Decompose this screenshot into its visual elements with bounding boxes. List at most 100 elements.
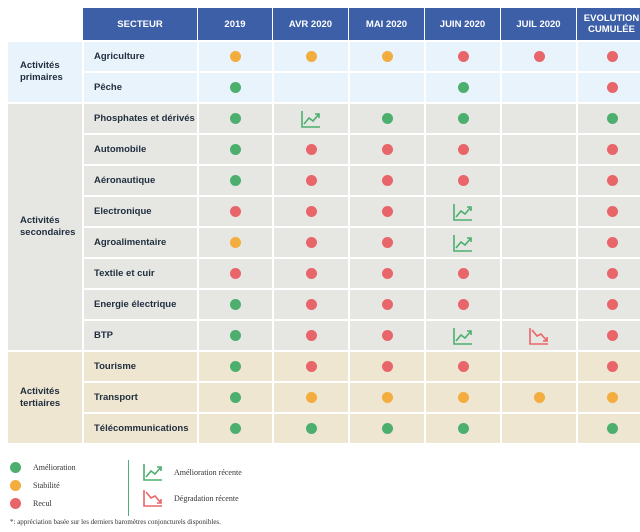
status-cell bbox=[424, 381, 500, 412]
status-cell bbox=[500, 350, 576, 381]
red-dot-icon bbox=[305, 206, 317, 217]
red-dot-icon bbox=[606, 51, 618, 62]
orange-dot-icon bbox=[533, 392, 545, 403]
trend-down-icon bbox=[529, 327, 548, 345]
green-dot-icon bbox=[606, 113, 618, 124]
status-cell bbox=[272, 288, 348, 319]
legend-divider bbox=[128, 460, 129, 516]
green-dot-icon bbox=[230, 144, 241, 155]
status-cell bbox=[500, 319, 576, 350]
sector-table: SECTEUR 2019 AVR 2020 MAI 2020 JUIN 2020 JUIL… bbox=[8, 8, 640, 474]
green-dot-icon bbox=[457, 82, 469, 93]
status-cell bbox=[348, 319, 424, 350]
status-cell bbox=[424, 102, 500, 133]
status-cell bbox=[576, 71, 640, 102]
red-dot-icon bbox=[457, 361, 469, 372]
status-cell bbox=[500, 195, 576, 226]
green-dot-icon bbox=[305, 423, 317, 434]
status-cell bbox=[272, 319, 348, 350]
red-dot-icon bbox=[606, 175, 618, 186]
status-cell bbox=[576, 257, 640, 288]
legend-improve-label: Amélioration bbox=[33, 463, 76, 472]
orange-dot-icon bbox=[381, 51, 393, 62]
red-dot-icon bbox=[606, 268, 618, 279]
status-cell bbox=[197, 257, 272, 288]
green-dot-icon bbox=[230, 392, 241, 403]
status-cell bbox=[500, 257, 576, 288]
red-dot-icon bbox=[606, 206, 618, 217]
status-cell bbox=[348, 381, 424, 412]
status-cell bbox=[576, 195, 640, 226]
red-dot-icon bbox=[305, 237, 317, 248]
header-blank bbox=[8, 8, 82, 40]
green-dot-icon bbox=[381, 113, 393, 124]
legend-recent-up: Amélioration récente bbox=[142, 462, 242, 482]
status-cell bbox=[197, 195, 272, 226]
green-dot-icon bbox=[457, 113, 469, 124]
status-cell bbox=[197, 226, 272, 257]
red-dot-icon bbox=[457, 175, 469, 186]
header-period: JUIN 2020 bbox=[424, 8, 500, 40]
header-period: EVOLUTION CUMULÉE bbox=[576, 8, 640, 40]
legend-decline: Recul bbox=[10, 498, 52, 509]
status-cell bbox=[197, 40, 272, 71]
status-cell bbox=[500, 381, 576, 412]
status-cell bbox=[576, 381, 640, 412]
green-dot-icon bbox=[457, 423, 469, 434]
legend: Amélioration Stabilité Recul Amélioratio… bbox=[10, 458, 630, 528]
red-dot-icon bbox=[457, 268, 469, 279]
status-cell bbox=[500, 164, 576, 195]
sector-name: Energie électrique bbox=[82, 288, 197, 319]
status-cell bbox=[500, 71, 576, 102]
sector-name: Agriculture bbox=[82, 40, 197, 71]
red-dot-icon bbox=[305, 299, 317, 310]
sector-name: Agroalimentaire bbox=[82, 226, 197, 257]
header-period: JUIL 2020 bbox=[500, 8, 576, 40]
orange-dot-icon bbox=[230, 237, 241, 248]
green-dot-icon bbox=[230, 82, 241, 93]
status-cell bbox=[197, 319, 272, 350]
header-sector: SECTEUR bbox=[82, 8, 197, 40]
status-cell bbox=[197, 350, 272, 381]
status-cell bbox=[272, 195, 348, 226]
status-cell bbox=[576, 350, 640, 381]
red-dot-icon bbox=[457, 299, 469, 310]
status-cell bbox=[500, 288, 576, 319]
status-cell bbox=[500, 412, 576, 443]
header-period: 2019 bbox=[197, 8, 272, 40]
legend-stable: Stabilité bbox=[10, 480, 60, 491]
status-cell bbox=[272, 102, 348, 133]
sector-name: Textile et cuir bbox=[82, 257, 197, 288]
red-dot-icon bbox=[606, 144, 618, 155]
sector-name: Télécommunications bbox=[82, 412, 197, 443]
red-dot-icon bbox=[606, 237, 618, 248]
red-dot-icon bbox=[230, 206, 241, 217]
status-cell bbox=[272, 381, 348, 412]
red-dot-icon bbox=[381, 237, 393, 248]
status-cell bbox=[576, 40, 640, 71]
header-period: MAI 2020 bbox=[348, 8, 424, 40]
status-cell bbox=[272, 40, 348, 71]
status-cell bbox=[348, 164, 424, 195]
status-cell bbox=[424, 226, 500, 257]
red-dot-icon bbox=[381, 361, 393, 372]
legend-recent-down-label: Dégradation récente bbox=[174, 493, 239, 503]
sector-name: Aéronautique bbox=[82, 164, 197, 195]
orange-dot-icon bbox=[457, 392, 469, 403]
status-cell bbox=[576, 226, 640, 257]
legend-recent-up-label: Amélioration récente bbox=[174, 467, 242, 477]
status-cell bbox=[348, 412, 424, 443]
status-cell bbox=[500, 102, 576, 133]
red-dot-icon bbox=[381, 144, 393, 155]
red-dot-icon bbox=[381, 175, 393, 186]
status-cell bbox=[424, 133, 500, 164]
status-cell bbox=[272, 350, 348, 381]
status-cell bbox=[576, 412, 640, 443]
sector-name: Tourisme bbox=[82, 350, 197, 381]
orange-dot-icon bbox=[230, 51, 241, 62]
status-cell bbox=[576, 288, 640, 319]
status-cell bbox=[576, 133, 640, 164]
group-label: Activités secondaires bbox=[8, 102, 82, 350]
red-dot-icon bbox=[305, 144, 317, 155]
status-cell bbox=[197, 412, 272, 443]
